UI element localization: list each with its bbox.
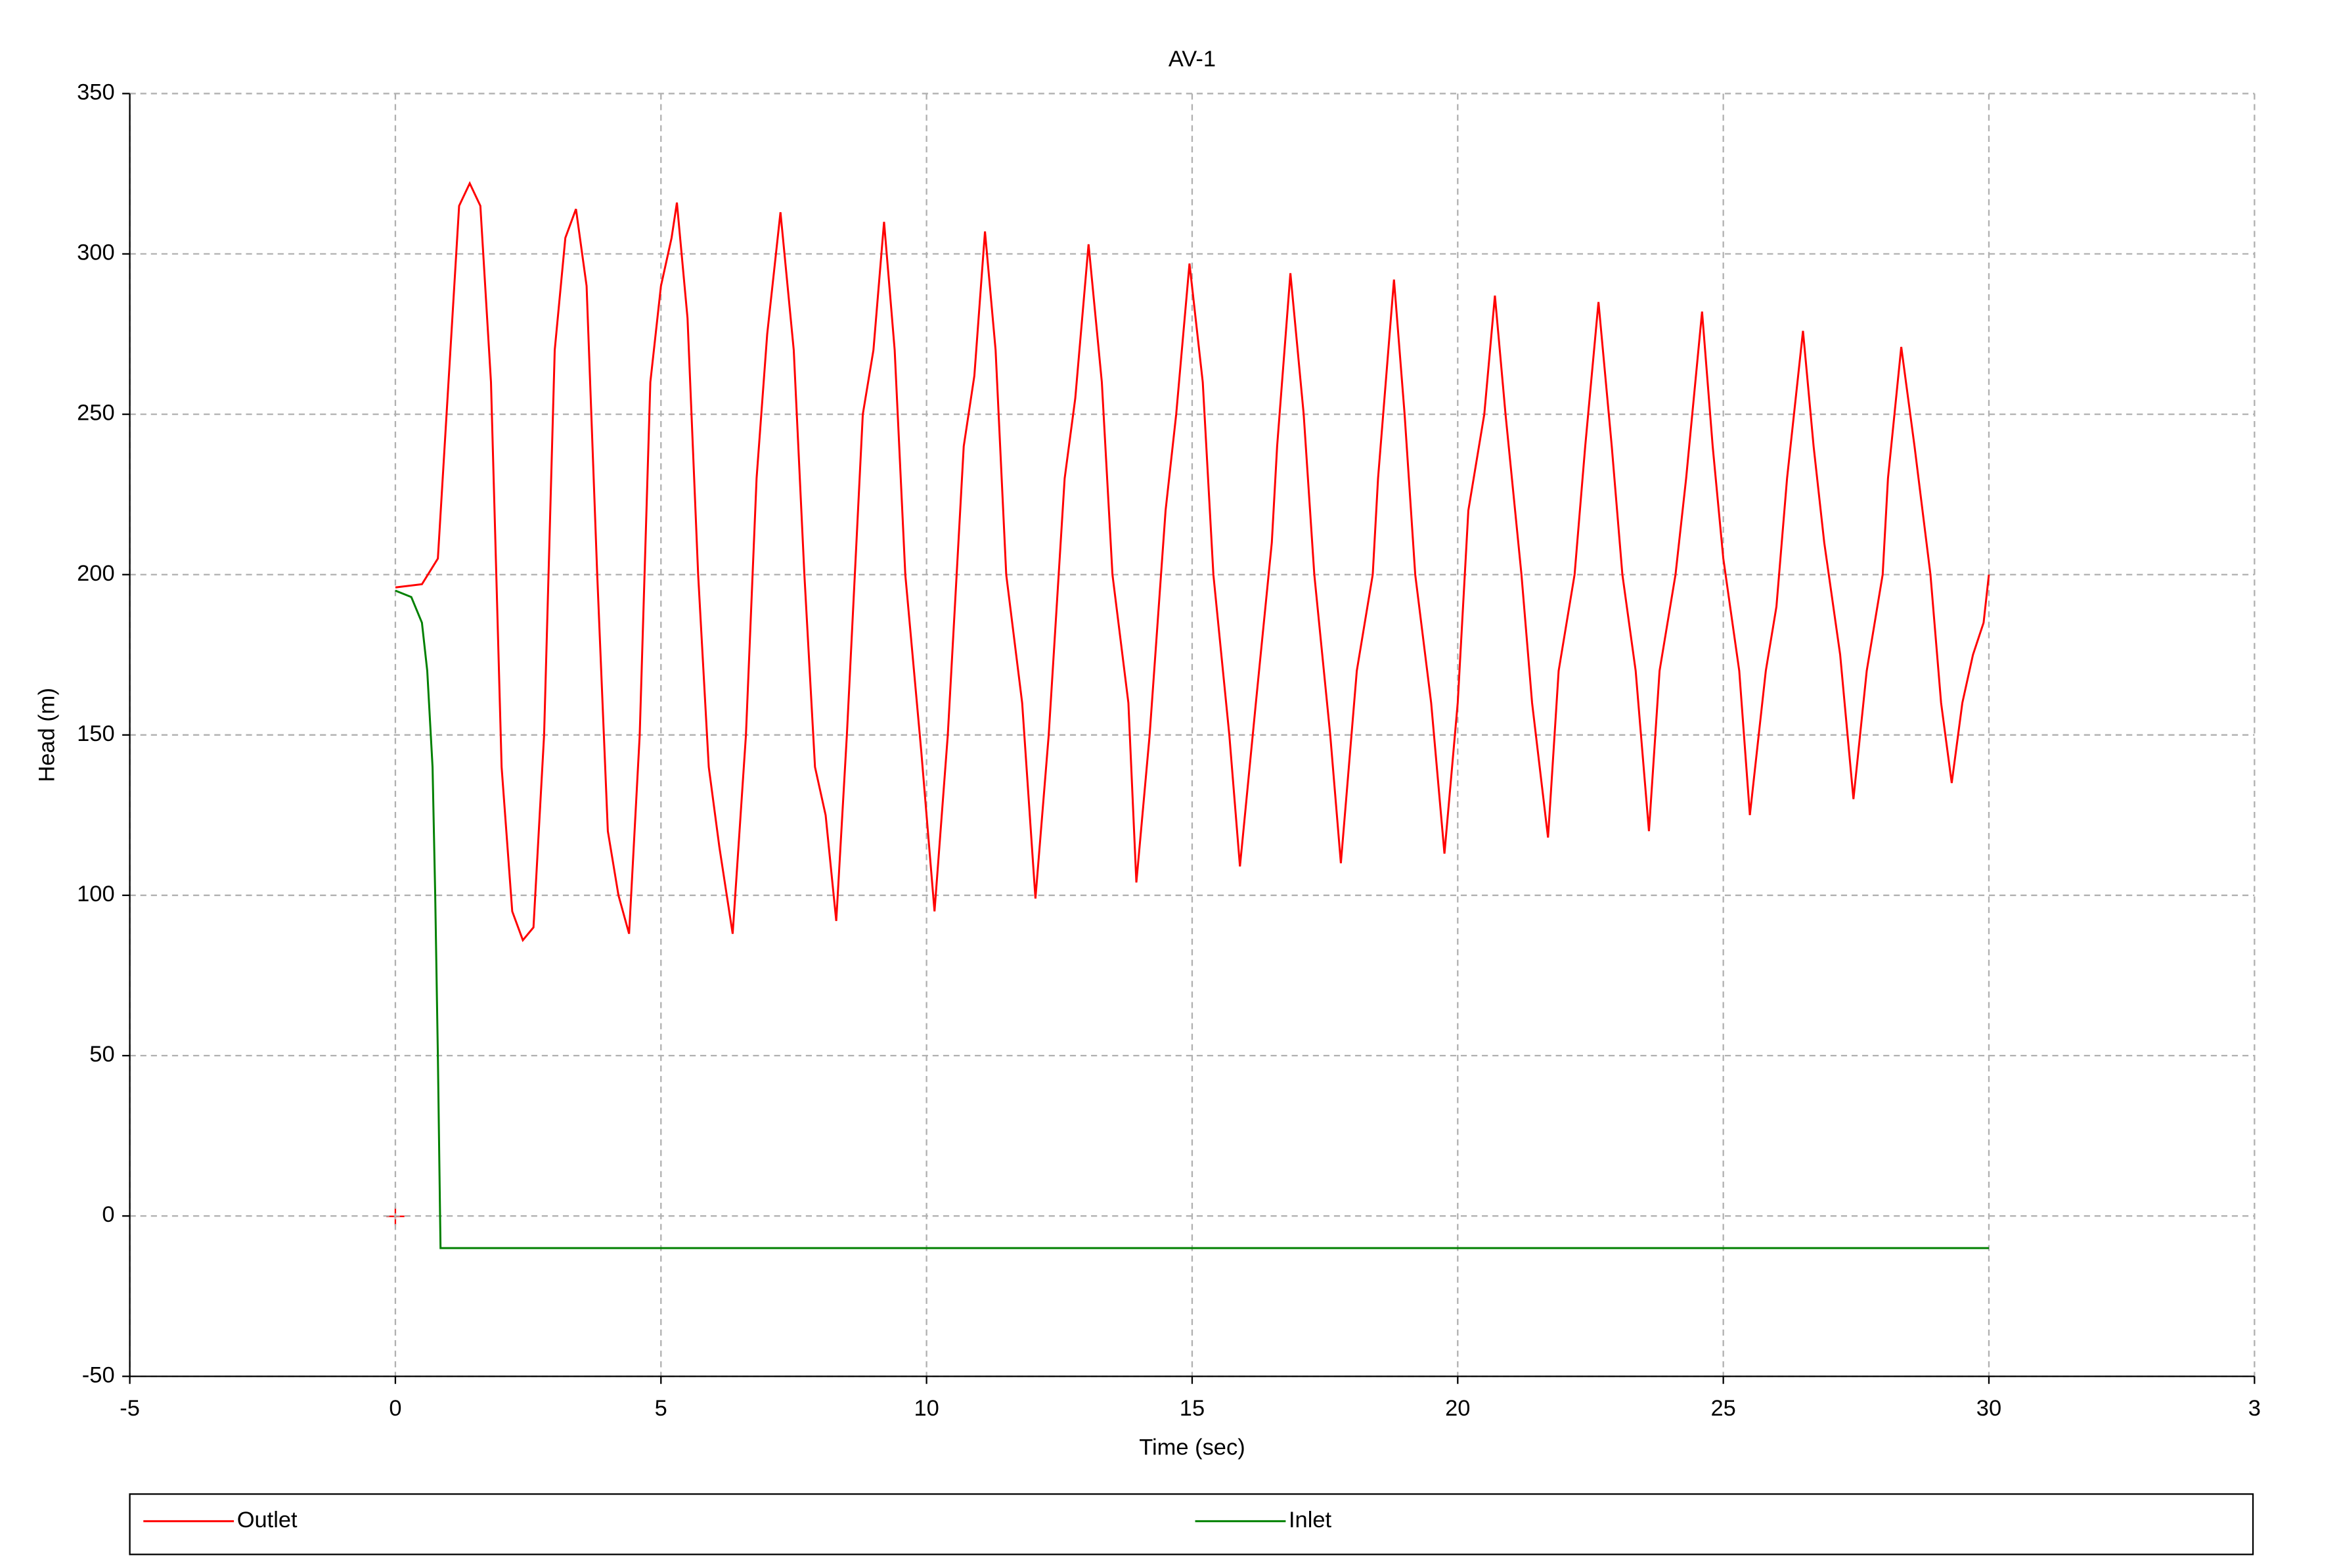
legend-label: Inlet [1289, 1508, 1332, 1533]
x-tick-label: -5 [120, 1396, 140, 1421]
x-tick-label: 10 [914, 1396, 939, 1421]
y-tick-label: 100 [77, 882, 114, 907]
x-axis-label: Time (sec) [1139, 1435, 1245, 1460]
chart-title: AV-1 [1169, 47, 1216, 72]
x-tick-label: 20 [1445, 1396, 1470, 1421]
x-tick-label: 15 [1180, 1396, 1205, 1421]
x-tick-label: 5 [655, 1396, 667, 1421]
y-tick-label: 350 [77, 80, 114, 105]
x-tick-label: 3 [2248, 1396, 2261, 1421]
y-tick-label: 200 [77, 561, 114, 586]
y-tick-label: 150 [77, 721, 114, 746]
y-tick-label: 50 [89, 1042, 114, 1067]
y-tick-label: 250 [77, 401, 114, 426]
y-axis-label: Head (m) [35, 688, 60, 782]
x-tick-label: 0 [389, 1396, 401, 1421]
legend-label: Outlet [237, 1508, 298, 1533]
x-tick-label: 25 [1710, 1396, 1735, 1421]
series-line [395, 181, 1990, 943]
y-tick-label: 300 [77, 240, 114, 265]
series-line [395, 589, 1989, 1249]
legend-box [129, 1493, 2254, 1556]
y-tick-label: 0 [102, 1202, 114, 1227]
y-tick-label: -50 [82, 1362, 115, 1387]
x-tick-label: 30 [1976, 1396, 2001, 1421]
